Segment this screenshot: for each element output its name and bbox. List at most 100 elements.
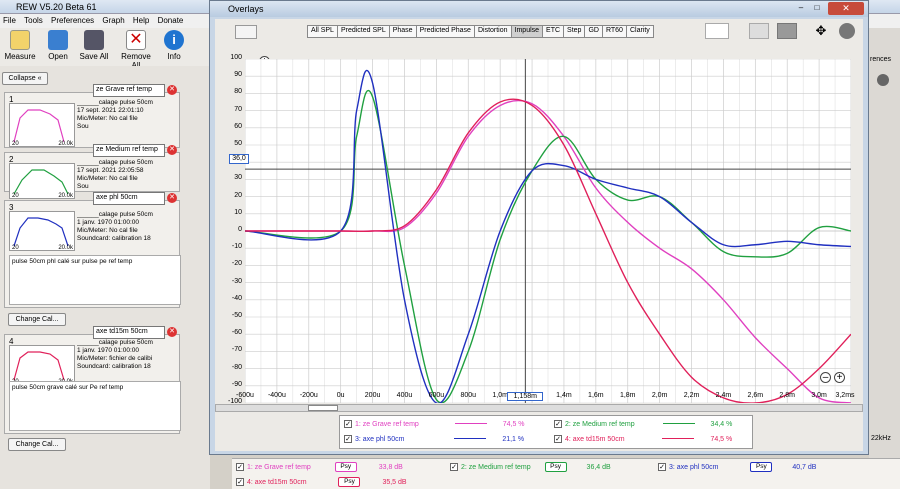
y-tick-label: 90	[234, 71, 242, 79]
scrollbar-thumb[interactable]	[308, 405, 338, 411]
checkbox[interactable]: ✓	[236, 463, 244, 471]
tab-distortion[interactable]: Distortion	[473, 25, 512, 38]
measure-button[interactable]: Measure	[2, 30, 38, 61]
zoom-out-x-icon[interactable]: –	[820, 372, 831, 383]
overlays-window: Overlays – □ ✕ All SPL Predicted SPL Phase…	[209, 0, 869, 455]
psy-smoothing-badge[interactable]: Psy	[750, 462, 773, 472]
tab-etc[interactable]: ETC	[542, 25, 565, 38]
zoom-in-x-icon[interactable]: +	[834, 372, 845, 383]
y-tick-label: -100	[227, 398, 242, 405]
checkbox[interactable]: ✓	[236, 478, 244, 486]
open-button[interactable]: Open	[40, 30, 76, 61]
change-cal-button[interactable]: Change Cal...	[8, 438, 66, 451]
checkbox[interactable]: ✓	[658, 463, 666, 471]
main-toolbar: Measure Open Save All ✕ Remove All i Inf…	[0, 28, 210, 70]
info-icon: i	[164, 30, 184, 50]
close-icon[interactable]: ✕	[167, 327, 177, 337]
measurement-item-1[interactable]: 1 20 20.0k ze Grave ref temp ✕ ______cal…	[4, 84, 180, 148]
main-legend-item-3[interactable]: ✓ 3: axe phl 50cm Psy 40,7 dB	[658, 462, 817, 472]
measurement-notes[interactable]: pulse 50cm grave calé sur Pe ref temp	[9, 381, 181, 431]
change-cal-button[interactable]: Change Cal...	[8, 313, 66, 326]
minimize-button[interactable]: –	[798, 3, 804, 12]
x-tick-label: 1,4m	[556, 392, 572, 399]
measurement-name-field[interactable]: axe phl 50cm	[93, 192, 165, 205]
series-line-1	[245, 99, 851, 403]
overlays-title: Overlays	[228, 4, 264, 14]
gear-icon[interactable]	[839, 23, 855, 39]
psy-smoothing-badge[interactable]: Psy	[334, 462, 357, 472]
tab-impulse[interactable]: Impulse	[510, 25, 544, 38]
tab-predicted-spl[interactable]: Predicted SPL	[336, 25, 390, 38]
y-tick-label: 30	[234, 174, 242, 182]
graph-tabs: All SPL Predicted SPL Phase Predicted Phase…	[307, 25, 654, 39]
main-legend-item-1[interactable]: ✓ 1: ze Grave ref temp Psy 33,8 dB	[236, 462, 403, 472]
overlay-controls-icon[interactable]	[705, 23, 729, 39]
measurement-notes[interactable]: pulse 50cm phl calé sur pulse pe ref tem…	[9, 255, 181, 305]
preferences-label: rences	[870, 56, 892, 63]
close-button[interactable]: ✕	[828, 2, 864, 15]
legend-item-4[interactable]: ✓ 4: axe td15m 50cm 74,5 %	[554, 435, 733, 443]
menu-donate[interactable]: Donate	[157, 16, 184, 25]
measurement-name-field[interactable]: axe td15m 50cm	[93, 326, 165, 339]
tab-rt60[interactable]: RT60	[601, 25, 627, 38]
main-legend-item-4[interactable]: ✓ 4: axe td15m 50cm Psy 35,5 dB	[236, 477, 407, 487]
tab-gd[interactable]: GD	[584, 25, 603, 38]
save-all-button[interactable]: Save All	[76, 30, 112, 61]
measurement-name-field[interactable]: ze Medium ref temp	[93, 144, 165, 157]
legend-item-2[interactable]: ✓ 2: ze Medium ref temp 34,4 %	[554, 420, 733, 428]
measurement-item-2[interactable]: 2 20 20.0k ze Medium ref temp ✕ ______ca…	[4, 144, 180, 199]
tab-predicted-phase[interactable]: Predicted Phase	[415, 25, 475, 38]
measurement-item-4[interactable]: 4 20 20.0k axe td15m 50cm ✕ ______calage…	[4, 326, 181, 434]
remove-all-button[interactable]: ✕ Remove All	[121, 30, 151, 70]
legend-item-3[interactable]: ✓ 3: axe phl 50cm 21,1 %	[344, 435, 525, 443]
close-icon[interactable]: ✕	[167, 85, 177, 95]
limits-icon[interactable]	[777, 23, 797, 39]
checkbox[interactable]: ✓	[554, 435, 562, 443]
menu-tools[interactable]: Tools	[24, 16, 43, 25]
menu-file[interactable]: File	[3, 16, 16, 25]
axis-controls-icon[interactable]	[749, 23, 769, 39]
gear-icon[interactable]	[877, 74, 889, 86]
close-icon[interactable]: ✕	[167, 193, 177, 203]
y-tick-label: -20	[231, 260, 242, 268]
checkbox[interactable]: ✓	[554, 420, 562, 428]
menu-preferences[interactable]: Preferences	[51, 16, 95, 25]
legend-item-1[interactable]: ✓ 1: ze Grave ref temp 74,5 %	[344, 420, 525, 428]
series-line-3	[245, 69, 851, 403]
y-tick-label: 0	[238, 226, 242, 233]
tab-phase[interactable]: Phase	[388, 25, 417, 38]
collapse-button[interactable]: Collapse «	[2, 72, 48, 85]
tab-step[interactable]: Step	[563, 25, 586, 38]
psy-smoothing-badge[interactable]: Psy	[544, 462, 567, 472]
legend-line	[662, 422, 695, 424]
pan-arrows-icon[interactable]: ✥	[815, 23, 827, 38]
y-tick-label: -70	[231, 346, 242, 354]
checkbox[interactable]: ✓	[450, 463, 458, 471]
measurement-item-3[interactable]: 3 20 20.0k axe phl 50cm ✕ ______calage p…	[4, 192, 181, 308]
horizontal-scrollbar[interactable]	[215, 404, 863, 412]
tab-clarity[interactable]: Clarity	[625, 25, 654, 38]
menu-graph[interactable]: Graph	[102, 16, 125, 25]
checkbox[interactable]: ✓	[344, 435, 352, 443]
cursor-y-readout: 36,0	[229, 154, 249, 164]
x-tick-label: -200u	[299, 392, 318, 399]
measurement-name-field[interactable]: ze Grave ref temp	[93, 84, 165, 97]
y-tick-label: -40	[231, 294, 242, 302]
legend-line	[662, 437, 695, 439]
menu-help[interactable]: Help	[132, 16, 150, 25]
x-tick-label: 400u	[396, 392, 413, 399]
psy-smoothing-badge[interactable]: Psy	[338, 477, 361, 487]
tab-all-spl[interactable]: All SPL	[307, 25, 338, 38]
impulse-chart[interactable]	[245, 59, 851, 403]
frequency-label: 22kHz	[871, 435, 891, 442]
maximize-button[interactable]: □	[814, 3, 820, 12]
checkbox[interactable]: ✓	[344, 420, 352, 428]
main-legend-item-2[interactable]: ✓ 2: ze Medium ref temp Psy 36,4 dB	[450, 462, 611, 472]
close-icon[interactable]: ✕	[167, 145, 177, 155]
info-button[interactable]: i Info	[156, 30, 192, 61]
x-tick-label: 2,6m	[747, 392, 764, 399]
x-tick-label: 3,2ms	[835, 392, 855, 399]
camera-icon[interactable]	[235, 25, 257, 39]
overlays-title-bar: Overlays – □ ✕	[210, 1, 868, 17]
x-tick-label: 800u	[460, 392, 477, 399]
